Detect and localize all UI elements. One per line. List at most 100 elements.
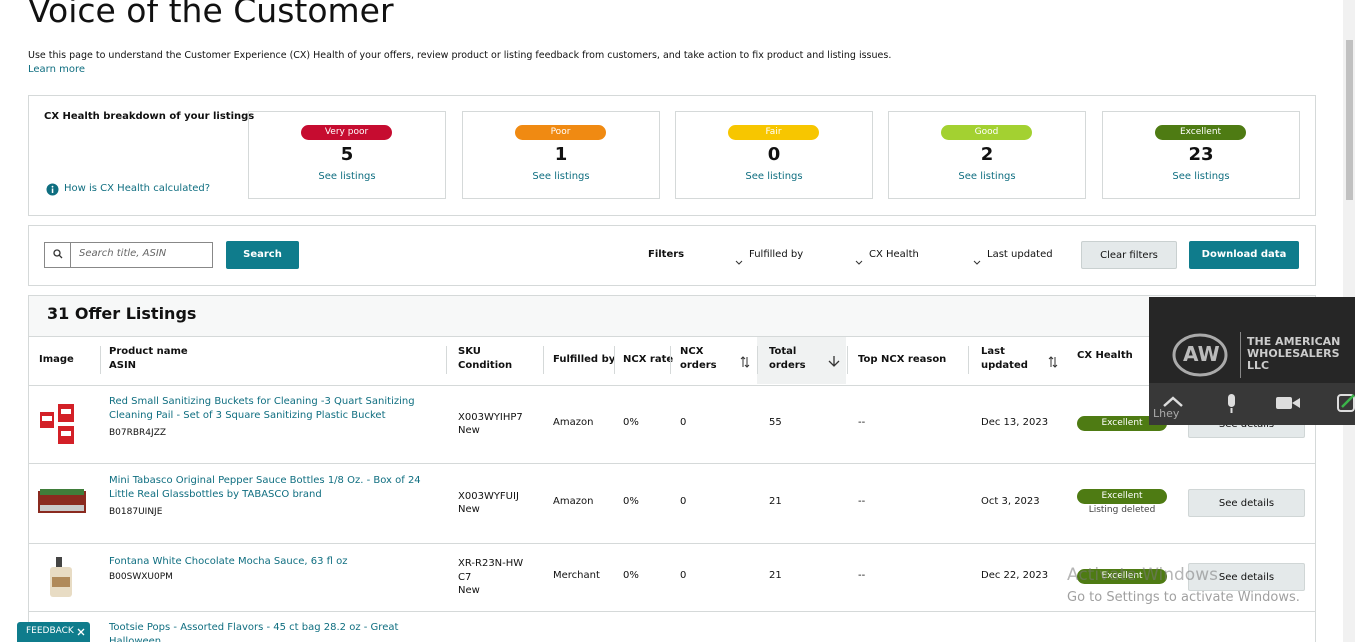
asin: B00SWXU0PM [109, 572, 173, 582]
row-divider [29, 385, 1315, 386]
sku: X003WYFUIJ [458, 491, 519, 502]
health-badge: Excellent [1077, 416, 1167, 431]
cx-pill: Fair [728, 125, 819, 140]
row-divider [29, 543, 1315, 544]
fulfilled-by: Amazon [553, 417, 594, 428]
product-image [38, 555, 86, 599]
column-header: SKU [458, 346, 481, 357]
condition: New [458, 585, 480, 596]
call-controls [1149, 383, 1355, 425]
column-header: CX Health [1077, 350, 1133, 361]
learn-more-link[interactable]: Learn more [28, 64, 86, 75]
chevron [855, 251, 863, 265]
listings-title: 31 Offer Listings [47, 304, 197, 323]
cx-health-title: CX Health breakdown of your listings [44, 111, 255, 122]
sort-icon [740, 353, 750, 368]
filter-dropdown[interactable]: Last updated [987, 249, 1053, 260]
search-input[interactable] [44, 242, 213, 268]
column-header: ASIN [109, 360, 137, 371]
product-name-link[interactable]: Red Small Sanitizing Buckets for Cleanin… [109, 396, 415, 421]
clear-filters-button[interactable]: Clear filters [1081, 241, 1177, 269]
column-divider [968, 346, 969, 374]
feedback-close[interactable] [77, 628, 85, 636]
product-name-link[interactable]: Fontana White Chocolate Mocha Sauce, 63 … [109, 556, 348, 567]
cx-link[interactable]: See listings [318, 171, 376, 182]
filter-dropdown[interactable]: CX Health [869, 249, 919, 260]
cx-card [888, 111, 1086, 199]
search-button[interactable]: Search [226, 241, 299, 269]
cx-health-panel [28, 95, 1316, 216]
brand-name: THE AMERICAN WHOLESALERS LLC [1247, 335, 1341, 372]
product-image-svg [38, 489, 86, 513]
column-header: Image [39, 354, 74, 365]
ncx-orders: 0 [680, 417, 687, 428]
search-placeholder: Search title, ASIN [79, 248, 167, 259]
download-button[interactable]: Download data [1189, 241, 1299, 269]
product-image [38, 402, 86, 446]
condition: New [458, 425, 480, 436]
sort-icon-svg [740, 356, 750, 368]
cx-count: 2 [980, 144, 994, 165]
feedback-tab[interactable] [17, 622, 90, 642]
column-divider [614, 346, 615, 374]
row-divider [29, 611, 1315, 612]
listings-header [29, 296, 1315, 337]
sku: X003WYIHP7 [458, 412, 523, 423]
cx-pill: Poor [515, 125, 606, 140]
sort-icon [1048, 353, 1058, 368]
cx-link[interactable]: See listings [532, 171, 590, 182]
column-divider [543, 346, 544, 374]
cx-pill: Very poor [301, 125, 392, 140]
see-details-button[interactable]: See details [1188, 489, 1305, 517]
fulfilled-by: Merchant [553, 570, 600, 581]
column-header: Last updated [981, 346, 1028, 371]
cx-card [675, 111, 873, 199]
fulfilled-by: Amazon [553, 496, 594, 507]
brand-divider [1240, 332, 1241, 378]
row-divider [29, 463, 1315, 464]
ncx-reason: -- [858, 570, 866, 581]
see-details-button[interactable]: See details [1188, 563, 1305, 591]
ncx-reason: -- [858, 496, 866, 507]
column-divider [757, 346, 758, 374]
filters-label: Filters [648, 249, 685, 260]
column-header: Fulfilled by [553, 354, 616, 365]
ncx-rate: 0% [623, 496, 639, 507]
filter-dropdown[interactable]: Fulfilled by [749, 249, 804, 260]
column-header: Top NCX reason [858, 354, 947, 365]
column-divider [847, 346, 848, 374]
search-icon [53, 249, 63, 259]
product-name-link[interactable]: Mini Tabasco Original Pepper Sauce Bottl… [109, 475, 421, 500]
product-name-link[interactable]: Tootsie Pops - Assorted Flavors - 45 ct … [109, 622, 399, 642]
total-orders: 21 [769, 496, 782, 507]
cx-card [1102, 111, 1300, 199]
sort-icon-svg [828, 356, 840, 367]
total-orders: 55 [769, 417, 782, 428]
cx-link[interactable]: See listings [1172, 171, 1230, 182]
column-header: Product name [109, 346, 188, 357]
scrollbar-thumb[interactable] [1346, 40, 1353, 200]
last-updated: Dec 22, 2023 [981, 570, 1049, 581]
health-note: Listing deleted [1088, 505, 1156, 515]
info-icon [46, 183, 59, 196]
cx-card [248, 111, 446, 199]
call-icons[interactable] [1160, 392, 1355, 416]
cx-count: 23 [1188, 144, 1214, 165]
cx-card [462, 111, 660, 199]
cx-link[interactable]: See listings [745, 171, 803, 182]
asin: B0187UINJE [109, 507, 163, 517]
cx-count: 0 [767, 144, 781, 165]
cx-link[interactable]: See listings [958, 171, 1016, 182]
brand-initials: AW [1183, 342, 1220, 366]
product-image-svg [50, 557, 72, 597]
column-header: Condition [458, 360, 513, 371]
asin: B07RBR4JZZ [109, 428, 167, 438]
brand-logo [1172, 333, 1228, 377]
last-updated: Oct 3, 2023 [981, 496, 1040, 507]
help-link[interactable]: How is CX Health calculated? [64, 183, 211, 194]
description: Use this page to understand the Customer… [28, 50, 892, 61]
cx-pill: Excellent [1155, 125, 1246, 140]
listings-panel [28, 295, 1316, 642]
ncx-rate: 0% [623, 417, 639, 428]
last-updated: Dec 13, 2023 [981, 417, 1049, 428]
